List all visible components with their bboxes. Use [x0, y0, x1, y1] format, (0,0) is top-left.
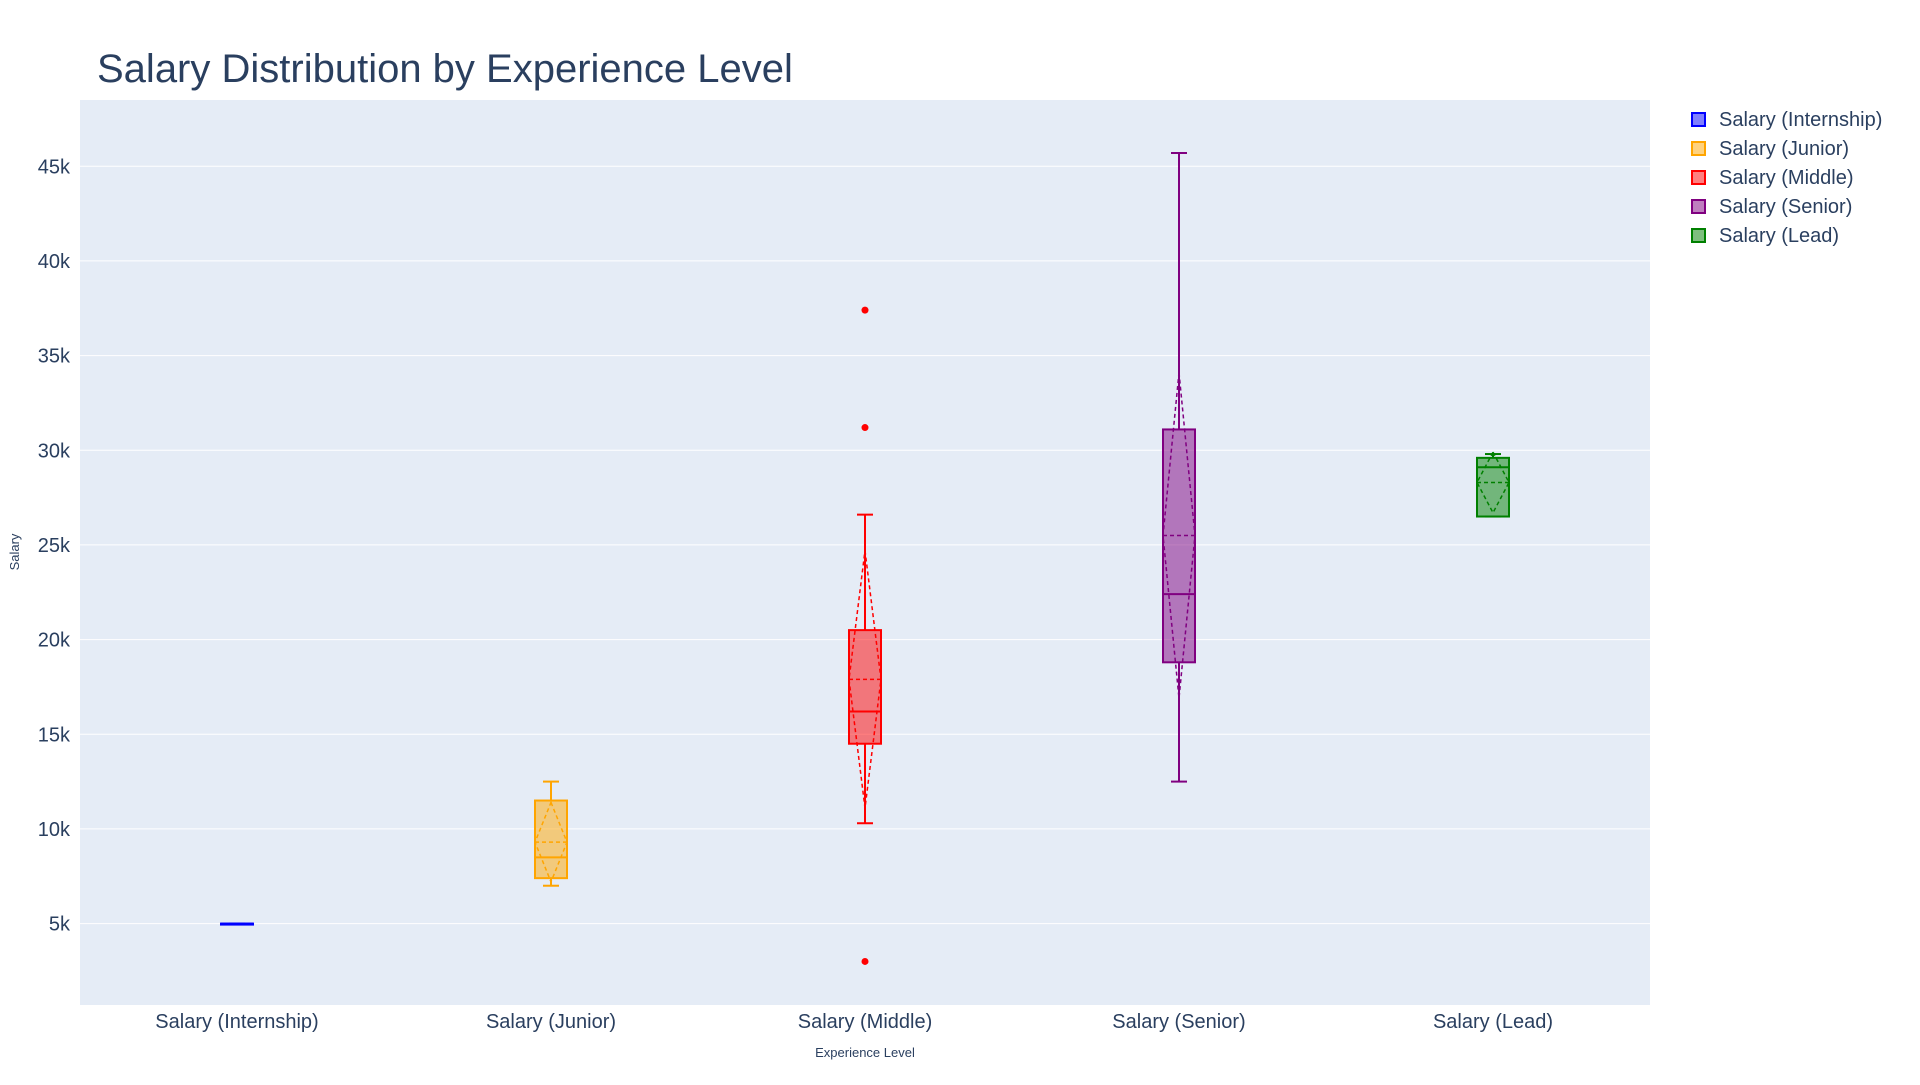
- legend-item: Salary (Junior): [1691, 138, 1849, 160]
- x-tick-label: Salary (Junior): [486, 1011, 616, 1033]
- y-tick-label: 45k: [38, 156, 71, 178]
- legend-swatch: [1691, 228, 1706, 243]
- y-tick-label: 15k: [38, 724, 71, 746]
- sd-diamond: [1476, 450, 1510, 515]
- chart-title: Salary Distribution by Experience Level: [97, 47, 793, 91]
- legend-label: Salary (Middle): [1719, 167, 1853, 189]
- legend-label: Salary (Senior): [1719, 196, 1852, 218]
- legend-swatch: [1691, 112, 1706, 127]
- legend-swatch: [1691, 170, 1706, 185]
- box-trace: [220, 922, 254, 926]
- y-tick-label: 30k: [38, 440, 71, 462]
- y-tick-label: 10k: [38, 819, 71, 841]
- legend: Salary (Internship) Salary (Junior) Salary…: [1691, 109, 1882, 247]
- axis-layer: 5k 10k 15k 20k 25k 30k 35k 40k 45k Salary (Intern…: [38, 156, 1553, 1033]
- y-tick-label: 35k: [38, 346, 71, 368]
- x-tick-label: Salary (Senior): [1112, 1011, 1245, 1033]
- outlier-point: [861, 306, 869, 314]
- outlier-point: [861, 424, 869, 432]
- y-tick-label: 25k: [38, 535, 71, 557]
- legend-item: Salary (Internship): [1691, 109, 1882, 131]
- legend-item: Salary (Lead): [1691, 225, 1839, 247]
- legend-label: Salary (Lead): [1719, 225, 1839, 247]
- box-trace: [534, 780, 568, 887]
- x-tick-label: Salary (Lead): [1433, 1011, 1553, 1033]
- box-layer: [220, 152, 1510, 965]
- legend-label: Salary (Internship): [1719, 109, 1882, 131]
- sd-diamond: [534, 800, 568, 884]
- sd-diamond: [848, 550, 882, 809]
- y-tick-label: 5k: [49, 914, 71, 936]
- box-trace: [848, 306, 882, 965]
- outlier-point: [861, 957, 869, 965]
- x-tick-label: Salary (Middle): [798, 1011, 932, 1033]
- legend-item: Salary (Middle): [1691, 167, 1853, 189]
- x-axis-title: Experience Level: [815, 1045, 915, 1060]
- legend-swatch: [1691, 199, 1706, 214]
- x-tick-label: Salary (Internship): [155, 1011, 318, 1033]
- box-iqr: [848, 629, 882, 745]
- legend-swatch: [1691, 141, 1706, 156]
- box-trace: [1476, 450, 1510, 518]
- y-tick-label: 20k: [38, 630, 71, 652]
- legend-label: Salary (Junior): [1719, 138, 1849, 160]
- box-iqr: [1162, 428, 1196, 664]
- box-trace: [1162, 152, 1196, 783]
- y-tick-label: 40k: [38, 251, 71, 273]
- box-iqr: [534, 799, 568, 880]
- y-axis-title: Salary: [7, 533, 22, 570]
- legend-item: Salary (Senior): [1691, 196, 1852, 218]
